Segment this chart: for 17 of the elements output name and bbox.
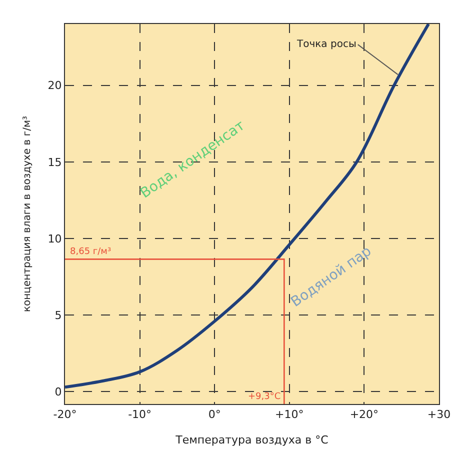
y-tick-label: 15 <box>48 156 62 169</box>
annotation: +9,3°C <box>248 392 281 402</box>
line-series <box>65 24 430 389</box>
x-axis-title: Температура воздуха в °C <box>174 433 329 446</box>
x-tick-label: -10° <box>128 408 152 422</box>
x-tick-label: 0° <box>208 408 221 422</box>
x-tick-label: +30 <box>427 408 451 422</box>
annotation: Точка росы <box>296 39 356 50</box>
y-tick-label: 5 <box>54 308 62 322</box>
x-tick-label: +20° <box>350 408 379 422</box>
y-tick-label: 20 <box>48 79 62 92</box>
y-axis-title: концентрация влаги в воздухе в г/м³ <box>22 116 33 312</box>
x-tick-label: +10° <box>275 408 304 422</box>
annotation: 8,65 г/м³ <box>70 247 112 257</box>
x-tick-label: -20° <box>53 408 77 422</box>
y-tick-label: 10 <box>48 232 62 246</box>
y-tick-label: 0 <box>54 386 62 399</box>
